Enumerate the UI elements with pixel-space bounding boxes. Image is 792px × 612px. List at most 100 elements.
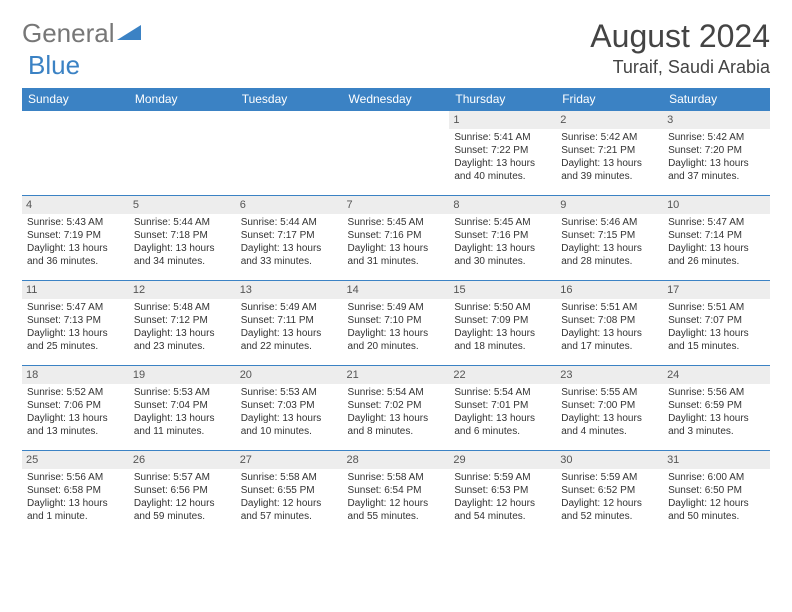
day-details: Sunrise: 5:49 AMSunset: 7:10 PMDaylight:… — [348, 301, 445, 353]
day-details: Sunrise: 5:41 AMSunset: 7:22 PMDaylight:… — [454, 131, 551, 183]
day-details: Sunrise: 5:49 AMSunset: 7:11 PMDaylight:… — [241, 301, 338, 353]
calendar-cell: 18Sunrise: 5:52 AMSunset: 7:06 PMDayligh… — [22, 366, 129, 451]
day-details: Sunrise: 5:50 AMSunset: 7:09 PMDaylight:… — [454, 301, 551, 353]
day-details: Sunrise: 5:51 AMSunset: 7:07 PMDaylight:… — [668, 301, 765, 353]
calendar-cell: 11 Sunrise: 5:47 AMSunset: 7:13 PMDayligh… — [22, 281, 129, 366]
day-details: Sunrise: 5:51 AMSunset: 7:08 PMDaylight:… — [561, 301, 658, 353]
calendar-cell: 8 Sunrise: 5:45 AMSunset: 7:16 PMDaylight… — [449, 196, 556, 281]
weekday-header: Friday — [556, 88, 663, 111]
day-number: 21 — [343, 366, 450, 384]
logo-text-blue: Blue — [28, 50, 80, 81]
calendar-row: 18Sunrise: 5:52 AMSunset: 7:06 PMDayligh… — [22, 366, 770, 451]
calendar-cell: 21Sunrise: 5:54 AMSunset: 7:02 PMDayligh… — [343, 366, 450, 451]
calendar-cell: 17 Sunrise: 5:51 AMSunset: 7:07 PMDayligh… — [663, 281, 770, 366]
title-block: August 2024 Turaif, Saudi Arabia — [590, 18, 770, 78]
calendar-cell: 20 Sunrise: 5:53 AMSunset: 7:03 PMDayligh… — [236, 366, 343, 451]
day-details: Sunrise: 5:59 AMSunset: 6:52 PMDaylight:… — [561, 471, 658, 523]
day-number: 28 — [343, 451, 450, 469]
calendar-cell: 4 Sunrise: 5:43 AMSunset: 7:19 PMDaylight… — [22, 196, 129, 281]
day-number: 20 — [236, 366, 343, 384]
calendar-cell: 15 Sunrise: 5:50 AMSunset: 7:09 PMDayligh… — [449, 281, 556, 366]
calendar-cell: 29Sunrise: 5:59 AMSunset: 6:53 PMDayligh… — [449, 451, 556, 536]
day-number: 11 — [22, 281, 129, 299]
calendar-cell: 31 Sunrise: 6:00 AMSunset: 6:50 PMDayligh… — [663, 451, 770, 536]
day-number: 29 — [449, 451, 556, 469]
calendar-cell: 30 Sunrise: 5:59 AMSunset: 6:52 PMDayligh… — [556, 451, 663, 536]
weekday-header: Monday — [129, 88, 236, 111]
calendar-row: 1 Sunrise: 5:41 AMSunset: 7:22 PMDaylight… — [22, 111, 770, 196]
calendar-cell: 22Sunrise: 5:54 AMSunset: 7:01 PMDayligh… — [449, 366, 556, 451]
day-number: 26 — [129, 451, 236, 469]
calendar-cell — [129, 111, 236, 196]
calendar-cell: 1 Sunrise: 5:41 AMSunset: 7:22 PMDaylight… — [449, 111, 556, 196]
calendar-cell — [343, 111, 450, 196]
day-details: Sunrise: 5:44 AMSunset: 7:18 PMDaylight:… — [134, 216, 231, 268]
day-details: Sunrise: 5:42 AMSunset: 7:20 PMDaylight:… — [668, 131, 765, 183]
day-number: 14 — [343, 281, 450, 299]
calendar-cell — [236, 111, 343, 196]
day-number: 7 — [343, 196, 450, 214]
day-details: Sunrise: 5:56 AMSunset: 6:58 PMDaylight:… — [27, 471, 124, 523]
day-number: 22 — [449, 366, 556, 384]
day-details: Sunrise: 5:58 AMSunset: 6:54 PMDaylight:… — [348, 471, 445, 523]
calendar-cell: 5 Sunrise: 5:44 AMSunset: 7:18 PMDaylight… — [129, 196, 236, 281]
weekday-header: Saturday — [663, 88, 770, 111]
calendar-row: 25 Sunrise: 5:56 AMSunset: 6:58 PMDayligh… — [22, 451, 770, 536]
day-number: 5 — [129, 196, 236, 214]
triangle-icon — [117, 22, 141, 45]
weekday-header: Sunday — [22, 88, 129, 111]
calendar-cell: 28 Sunrise: 5:58 AMSunset: 6:54 PMDayligh… — [343, 451, 450, 536]
day-details: Sunrise: 5:55 AMSunset: 7:00 PMDaylight:… — [561, 386, 658, 438]
calendar-cell: 12Sunrise: 5:48 AMSunset: 7:12 PMDayligh… — [129, 281, 236, 366]
calendar-body: 1 Sunrise: 5:41 AMSunset: 7:22 PMDaylight… — [22, 111, 770, 536]
day-details: Sunrise: 5:43 AMSunset: 7:19 PMDaylight:… — [27, 216, 124, 268]
weekday-header: Tuesday — [236, 88, 343, 111]
calendar-cell: 3 Sunrise: 5:42 AMSunset: 7:20 PMDaylight… — [663, 111, 770, 196]
day-details: Sunrise: 5:42 AMSunset: 7:21 PMDaylight:… — [561, 131, 658, 183]
calendar-cell: 27 Sunrise: 5:58 AMSunset: 6:55 PMDayligh… — [236, 451, 343, 536]
day-number: 16 — [556, 281, 663, 299]
day-number: 12 — [129, 281, 236, 299]
calendar-cell: 24Sunrise: 5:56 AMSunset: 6:59 PMDayligh… — [663, 366, 770, 451]
calendar-cell: 2Sunrise: 5:42 AMSunset: 7:21 PMDaylight… — [556, 111, 663, 196]
calendar-cell: 26Sunrise: 5:57 AMSunset: 6:56 PMDayligh… — [129, 451, 236, 536]
logo-text-general: General — [22, 18, 115, 49]
day-details: Sunrise: 5:52 AMSunset: 7:06 PMDaylight:… — [27, 386, 124, 438]
day-number: 3 — [663, 111, 770, 129]
calendar-cell: 10 Sunrise: 5:47 AMSunset: 7:14 PMDayligh… — [663, 196, 770, 281]
day-number: 24 — [663, 366, 770, 384]
day-number: 4 — [22, 196, 129, 214]
day-details: Sunrise: 5:53 AMSunset: 7:04 PMDaylight:… — [134, 386, 231, 438]
day-details: Sunrise: 5:45 AMSunset: 7:16 PMDaylight:… — [348, 216, 445, 268]
month-title: August 2024 — [590, 18, 770, 55]
day-details: Sunrise: 5:47 AMSunset: 7:13 PMDaylight:… — [27, 301, 124, 353]
calendar-cell: 13Sunrise: 5:49 AMSunset: 7:11 PMDayligh… — [236, 281, 343, 366]
day-details: Sunrise: 5:58 AMSunset: 6:55 PMDaylight:… — [241, 471, 338, 523]
day-number: 10 — [663, 196, 770, 214]
header: General August 2024 Turaif, Saudi Arabia — [22, 18, 770, 78]
calendar-cell: 14 Sunrise: 5:49 AMSunset: 7:10 PMDayligh… — [343, 281, 450, 366]
day-number: 1 — [449, 111, 556, 129]
day-number: 17 — [663, 281, 770, 299]
day-number: 30 — [556, 451, 663, 469]
logo: General — [22, 18, 143, 49]
day-number: 15 — [449, 281, 556, 299]
weekday-header: Wednesday — [343, 88, 450, 111]
day-details: Sunrise: 6:00 AMSunset: 6:50 PMDaylight:… — [668, 471, 765, 523]
day-number: 8 — [449, 196, 556, 214]
calendar-cell: 25 Sunrise: 5:56 AMSunset: 6:58 PMDayligh… — [22, 451, 129, 536]
day-number: 27 — [236, 451, 343, 469]
calendar-row: 4 Sunrise: 5:43 AMSunset: 7:19 PMDaylight… — [22, 196, 770, 281]
day-details: Sunrise: 5:53 AMSunset: 7:03 PMDaylight:… — [241, 386, 338, 438]
calendar-cell: 9Sunrise: 5:46 AMSunset: 7:15 PMDaylight… — [556, 196, 663, 281]
day-details: Sunrise: 5:47 AMSunset: 7:14 PMDaylight:… — [668, 216, 765, 268]
day-details: Sunrise: 5:45 AMSunset: 7:16 PMDaylight:… — [454, 216, 551, 268]
day-number: 9 — [556, 196, 663, 214]
weekday-header: Thursday — [449, 88, 556, 111]
calendar-cell: 6Sunrise: 5:44 AMSunset: 7:17 PMDaylight… — [236, 196, 343, 281]
day-number: 25 — [22, 451, 129, 469]
weekday-header-row: SundayMondayTuesdayWednesdayThursdayFrid… — [22, 88, 770, 111]
calendar-cell: 23Sunrise: 5:55 AMSunset: 7:00 PMDayligh… — [556, 366, 663, 451]
calendar-cell: 7 Sunrise: 5:45 AMSunset: 7:16 PMDaylight… — [343, 196, 450, 281]
day-number: 31 — [663, 451, 770, 469]
